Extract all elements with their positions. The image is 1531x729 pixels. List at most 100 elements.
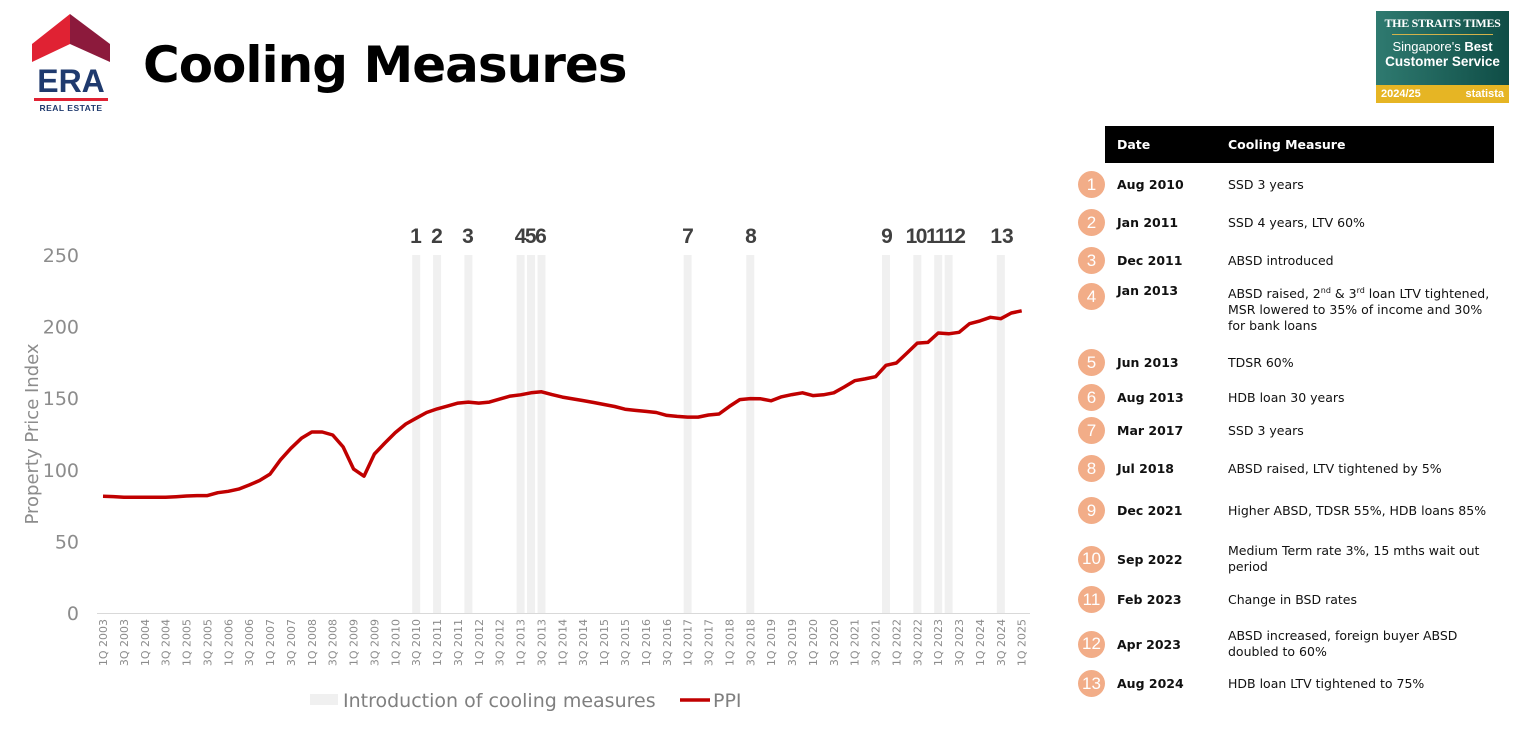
measure-date: Jul 2018 <box>1117 461 1174 476</box>
x-tick-label: 1Q 2010 <box>389 619 402 666</box>
y-tick-label: 0 <box>67 603 79 625</box>
measure-date: Feb 2023 <box>1117 592 1182 607</box>
x-tick-label: 3Q 2013 <box>535 619 548 666</box>
table-row: 8 Jul 2018 ABSD raised, LTV tightened by … <box>1078 455 1494 482</box>
cooling-measure-bar <box>683 255 692 613</box>
x-tick-label: 3Q 2007 <box>285 619 298 666</box>
x-tick-label: 3Q 2023 <box>953 619 966 666</box>
table-row: 9 Dec 2021 Higher ABSD, TDSR 55%, HDB loa… <box>1078 497 1494 524</box>
x-tick-label: 1Q 2009 <box>348 619 361 666</box>
x-tick-label: 3Q 2024 <box>995 619 1008 666</box>
measure-number-badge: 2 <box>1078 209 1105 236</box>
cooling-measure-bar <box>433 255 442 613</box>
x-tick-label: 3Q 2008 <box>327 619 340 666</box>
cooling-measure-label: 8 <box>745 225 757 248</box>
x-tick-label: 1Q 2017 <box>682 619 695 666</box>
cooling-measure-label: 1 <box>410 225 422 248</box>
x-tick-label: 1Q 2020 <box>807 619 820 666</box>
x-tick-label: 3Q 2006 <box>243 619 256 666</box>
x-tick-label: 1Q 2007 <box>264 619 277 666</box>
measure-date: Jun 2013 <box>1117 355 1179 370</box>
x-tick-label: 1Q 2018 <box>723 619 736 666</box>
badge-publisher: THE STRAITS TIMES <box>1384 16 1501 30</box>
measure-text: loan LTV tightened, MSR lowered to 35% o… <box>1228 286 1490 334</box>
y-tick-label: 200 <box>43 317 79 339</box>
x-tick-label: 3Q 2012 <box>494 619 507 666</box>
cooling-measure-bar <box>527 255 536 613</box>
measure-number-badge: 11 <box>1078 586 1105 613</box>
cooling-measure-label: 4 <box>515 225 527 248</box>
cooling-measure-label: 9 <box>881 225 893 248</box>
measure-date: Sep 2022 <box>1117 551 1183 567</box>
measure-text: & 3 <box>1330 286 1357 302</box>
x-tick-label: 3Q 2020 <box>828 619 841 666</box>
cooling-measure-label: 11 <box>926 225 947 248</box>
table-row: 3 Dec 2011 ABSD introduced <box>1078 247 1494 274</box>
measure-date: Dec 2011 <box>1117 253 1183 268</box>
cooling-measure-label: 5 <box>525 225 537 248</box>
superscript: nd <box>1320 286 1331 295</box>
table-row: 12 Apr 2023 ABSD increased, foreign buyer… <box>1078 628 1494 660</box>
straits-times-award-badge: THE STRAITS TIMES Singapore's Best Custo… <box>1376 11 1509 103</box>
table-header: Date Cooling Measure <box>1105 126 1494 163</box>
measure-date: Mar 2017 <box>1117 423 1184 438</box>
cooling-measure-label-group: 456 <box>515 225 546 248</box>
svg-text:ERA: ERA <box>37 63 105 99</box>
table-row: 11 Feb 2023 Change in BSD rates <box>1078 586 1494 613</box>
era-logo: ERA REAL ESTATE <box>32 14 110 113</box>
measure-description: ABSD raised, LTV tightened by 5% <box>1228 460 1442 476</box>
cooling-measure-bar <box>746 255 755 613</box>
legend-label-ppi: PPI <box>713 690 742 712</box>
measure-description: Higher ABSD, TDSR 55%, HDB loans 85% <box>1228 502 1487 518</box>
cooling-measure-label: 6 <box>535 225 546 248</box>
measure-description: SSD 3 years <box>1228 422 1304 438</box>
x-tick-label: 3Q 2009 <box>368 619 381 666</box>
cooling-measure-label-group: 101112 <box>906 225 966 248</box>
measure-date: Jan 2011 <box>1117 215 1179 230</box>
page-title: Cooling Measures <box>143 36 628 94</box>
x-tick-label: 3Q 2014 <box>577 619 590 666</box>
table-row: 6 Aug 2013 HDB loan 30 years <box>1078 384 1494 411</box>
x-tick-label: 3Q 2016 <box>661 619 674 666</box>
measure-number-badge: 6 <box>1078 384 1105 411</box>
measure-date: Aug 2013 <box>1117 390 1184 405</box>
x-tick-label: 1Q 2025 <box>1016 619 1029 666</box>
x-tick-label: 3Q 2003 <box>118 619 131 666</box>
x-tick-label: 1Q 2013 <box>515 619 528 666</box>
y-tick-label: 50 <box>55 531 79 553</box>
measure-description: HDB loan LTV tightened to 75% <box>1228 675 1425 691</box>
table-row: 2 Jan 2011 SSD 4 years, LTV 60% <box>1078 209 1494 236</box>
table-row: 4 Jan 2013 ABSD raised, 2nd & 3rd loan LT… <box>1078 283 1494 334</box>
header-date: Date <box>1117 137 1151 152</box>
cooling-measure-bar <box>996 255 1005 613</box>
x-tick-label: 3Q 2004 <box>160 619 173 666</box>
measure-number-badge: 5 <box>1078 349 1105 376</box>
x-tick-label: 3Q 2015 <box>619 619 632 666</box>
x-tick-label: 1Q 2015 <box>598 619 611 666</box>
x-tick-label: 1Q 2003 <box>97 619 110 666</box>
measure-date: Jan 2013 <box>1117 283 1179 298</box>
x-tick-label: 1Q 2012 <box>473 619 486 666</box>
cooling-measure-label: 2 <box>431 225 443 248</box>
measure-number-badge: 3 <box>1078 247 1105 274</box>
badge-line1: Singapore's <box>1392 39 1461 54</box>
badge-year: 2024/25 <box>1381 88 1421 100</box>
x-tick-label: 3Q 2021 <box>870 619 883 666</box>
cooling-measure-label: 13 <box>990 225 1013 248</box>
table-row: 7 Mar 2017 SSD 3 years <box>1078 417 1494 444</box>
legend-swatch-cooling <box>310 694 338 705</box>
measure-date: Aug 2024 <box>1117 676 1184 691</box>
measure-description: ABSD introduced <box>1228 252 1334 268</box>
badge-line1-bold: Best <box>1464 39 1493 54</box>
x-tick-label: 1Q 2023 <box>932 619 945 666</box>
cooling-measure-bar <box>464 255 473 613</box>
measure-number-badge: 4 <box>1078 283 1105 310</box>
x-tick-label: 1Q 2019 <box>765 619 778 666</box>
y-tick-label: 150 <box>43 388 79 410</box>
cooling-measure-label: 10 <box>906 225 927 248</box>
x-tick-label: 1Q 2016 <box>640 619 653 666</box>
measure-number-badge: 7 <box>1078 417 1105 444</box>
measure-description: SSD 4 years, LTV 60% <box>1228 214 1365 230</box>
cooling-measure-bar <box>882 255 890 613</box>
